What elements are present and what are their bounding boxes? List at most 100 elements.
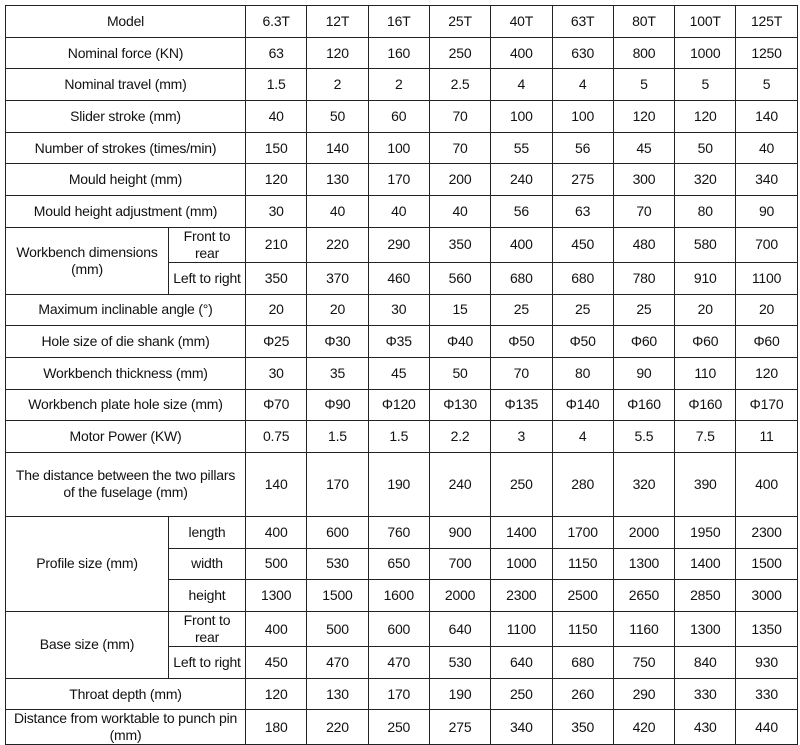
value-cell: 25 — [490, 293, 553, 327]
value-cell: 930 — [735, 646, 798, 679]
value-cell: 120 — [245, 163, 308, 197]
value-cell: 30 — [245, 356, 308, 390]
row-label: Hole size of die shank (mm) — [4, 325, 247, 358]
value-cell: 390 — [674, 451, 737, 517]
value-cell: 150 — [245, 131, 308, 165]
group-label: Profile size (mm) — [5, 515, 169, 613]
header-row: Model 6.3T 12T 16T 25T 40T 63T 80T 100T 125T — [4, 5, 798, 38]
value-cell: 430 — [674, 709, 737, 745]
value-cell: Φ130 — [428, 388, 492, 422]
value-cell: 630 — [551, 36, 614, 70]
value-cell: 240 — [428, 451, 492, 517]
value-cell: 120 — [245, 677, 308, 711]
table-row: Motor Power (KW) 0.75 1.5 1.5 2.2 3 4 5.5 7.5 11 — [4, 420, 798, 453]
value-cell: 90 — [612, 356, 676, 390]
value-cell: 120 — [612, 100, 676, 133]
table-row: Slider stroke (mm) 40 50 60 70 100 100 120 120 14… — [4, 100, 798, 133]
value-cell: 1300 — [674, 611, 737, 647]
row-label: Motor Power (KW) — [4, 420, 247, 453]
sub-label: Left to right — [167, 646, 247, 679]
value-cell: 100 — [551, 100, 614, 133]
value-cell: 60 — [367, 100, 430, 133]
value-cell: 1100 — [490, 611, 553, 647]
value-cell: 120 — [306, 36, 369, 70]
header-cell: 12T — [306, 5, 369, 38]
value-cell: 700 — [428, 547, 492, 581]
value-cell: Φ160 — [674, 388, 737, 422]
value-cell: Φ60 — [612, 325, 676, 358]
row-label: Mould height (mm) — [4, 163, 247, 197]
value-cell: 100 — [490, 100, 553, 133]
row-label: Maximum inclinable angle (°) — [4, 293, 247, 327]
value-cell: 1500 — [735, 547, 798, 581]
value-cell: 1.5 — [367, 420, 430, 453]
value-cell: 2300 — [735, 515, 798, 549]
value-cell: 320 — [612, 451, 676, 517]
value-cell: 70 — [428, 100, 492, 133]
value-cell: 640 — [490, 646, 553, 679]
value-cell: Φ140 — [551, 388, 614, 422]
group-label: Base size (mm) — [5, 611, 169, 679]
value-cell: 63 — [245, 36, 308, 70]
table-row: The distance between the two pillars of … — [4, 451, 798, 517]
value-cell: 20 — [674, 293, 737, 327]
value-cell: 240 — [490, 163, 553, 197]
value-cell: 1150 — [551, 547, 614, 581]
value-cell: 470 — [367, 646, 430, 679]
value-cell: 1250 — [735, 36, 798, 70]
value-cell: 450 — [245, 646, 308, 679]
value-cell: 280 — [551, 451, 614, 517]
value-cell: 250 — [490, 451, 553, 517]
value-cell: 40 — [428, 195, 492, 228]
value-cell: Φ160 — [612, 388, 676, 422]
value-cell: 100 — [367, 131, 430, 165]
value-cell: 40 — [367, 195, 430, 228]
value-cell: 2 — [306, 68, 369, 102]
value-cell: 20 — [306, 293, 369, 327]
value-cell: 400 — [245, 611, 308, 647]
value-cell: 80 — [674, 195, 737, 228]
value-cell: Φ40 — [428, 325, 492, 358]
group-label: Workbench dimensions (mm) — [5, 226, 169, 295]
value-cell: Φ25 — [245, 325, 308, 358]
value-cell: 50 — [306, 100, 369, 133]
value-cell: 1.5 — [245, 68, 308, 102]
value-cell: 160 — [367, 36, 430, 70]
value-cell: 30 — [245, 195, 308, 228]
value-cell: Φ30 — [306, 325, 369, 358]
value-cell: 15 — [428, 293, 492, 327]
table-row: Left to right 450 470 470 530 640 680 750 840 930 — [6, 646, 798, 679]
value-cell: 70 — [612, 195, 676, 228]
value-cell: 50 — [428, 356, 492, 390]
value-cell: 3 — [490, 420, 553, 453]
spec-table: Model 6.3T 12T 16T 25T 40T 63T 80T 100T 125T Nomin… — [4, 5, 798, 745]
value-cell: 190 — [367, 451, 430, 517]
value-cell: 530 — [306, 547, 369, 581]
value-cell: 1400 — [674, 547, 737, 581]
value-cell: 290 — [367, 226, 430, 263]
value-cell: 1700 — [551, 515, 614, 549]
header-cell: 100T — [674, 5, 737, 38]
value-cell: 275 — [428, 709, 492, 745]
value-cell: 130 — [306, 163, 369, 197]
value-cell: 20 — [735, 293, 798, 327]
value-cell: 45 — [367, 356, 430, 390]
value-cell: 800 — [612, 36, 676, 70]
table-row: Workbench plate hole size (mm) Φ70 Φ90 Φ120… — [4, 388, 798, 422]
value-cell: 350 — [245, 261, 308, 295]
value-cell: 5 — [674, 68, 737, 102]
value-cell: 40 — [735, 131, 798, 165]
value-cell: 460 — [367, 261, 430, 295]
value-cell: 40 — [245, 100, 308, 133]
sub-label: Front to rear — [167, 226, 247, 263]
table-row: Distance from worktable to punch pin (mm… — [4, 709, 798, 745]
value-cell: 700 — [735, 226, 798, 263]
value-cell: 120 — [674, 100, 737, 133]
value-cell: 400 — [245, 515, 308, 549]
value-cell: 5.5 — [612, 420, 676, 453]
value-cell: 56 — [490, 195, 553, 228]
table-row: Workbench dimensions (mm) Front to rear 21… — [5, 226, 798, 295]
header-cell: 6.3T — [245, 5, 308, 38]
value-cell: 840 — [674, 646, 737, 679]
value-cell: 80 — [551, 356, 614, 390]
